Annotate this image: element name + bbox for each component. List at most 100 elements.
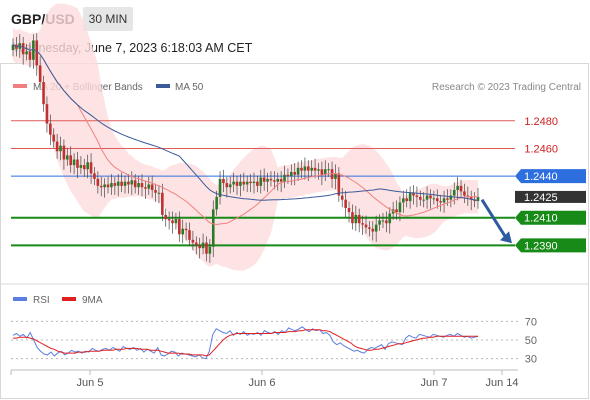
candle-body [211, 209, 215, 247]
level-label-1.2480: 1.2480 [524, 116, 558, 128]
x-tick-label: Jun 5 [77, 377, 104, 389]
current-price-label: 1.2425 [524, 192, 558, 204]
candle-body [66, 155, 69, 160]
candle-body [310, 167, 313, 171]
candle-body [59, 145, 62, 152]
level-label-1.2410: 1.2410 [524, 213, 558, 225]
candle-body [334, 173, 337, 179]
candle-body [79, 165, 83, 168]
candle-body [347, 208, 351, 213]
candle-body [123, 181, 127, 186]
candle-body [429, 195, 432, 199]
candle-body [368, 227, 371, 229]
candle-body [290, 172, 293, 177]
x-axis: Jun 5 Jun 6 Jun 7 Jun 14 [10, 370, 519, 389]
candle-body [38, 65, 42, 82]
candle-body [374, 224, 378, 232]
candle-body [313, 167, 317, 171]
candle-body [11, 44, 15, 51]
candle-body [239, 181, 242, 186]
candle-body [110, 183, 113, 188]
candle-body [402, 198, 405, 203]
candle-body [76, 159, 79, 168]
candle-body [235, 181, 239, 186]
candle-body [463, 191, 466, 196]
rsi-tick-label-30: 30 [525, 354, 537, 366]
candle-body [52, 134, 56, 142]
candle-body [398, 202, 402, 213]
candle-body [371, 228, 375, 232]
candle-body [296, 167, 300, 175]
candle-body [232, 181, 235, 185]
candle-body [388, 213, 392, 224]
candle-body [96, 178, 100, 186]
credit-label: Research © 2023 Trading Central [432, 82, 581, 93]
candle-body [385, 220, 388, 224]
candle-body [215, 196, 218, 210]
candle-body [86, 162, 89, 170]
forecast-arrow-shaft [480, 198, 507, 238]
candle-body [103, 184, 106, 188]
candle-body [164, 214, 168, 220]
candle-body [45, 104, 49, 124]
ma50-line [12, 44, 479, 201]
level-tag-1.2390 [515, 238, 586, 253]
candle-body [446, 198, 449, 200]
rsi-tick-label-70: 70 [525, 316, 537, 328]
candle-body [89, 162, 93, 174]
candle-body [93, 173, 96, 179]
candle-body [323, 169, 327, 175]
price-panel: 1.2480 1.2460 1.2440 1.2410 1.2390 1.2425 [11, 3, 586, 271]
candle-body [344, 199, 347, 208]
candle-body [293, 172, 297, 175]
ma50-legend-label: MA 50 [175, 82, 204, 93]
candle-body [354, 214, 358, 224]
candle-body [225, 183, 229, 188]
candle-body [32, 40, 35, 60]
x-tick-label: Jun 6 [249, 377, 276, 389]
candle-body [425, 195, 429, 200]
candle-body [337, 173, 341, 196]
rsi-legend-swatch [13, 297, 27, 301]
candle-body [357, 214, 361, 224]
candle-body [269, 178, 273, 181]
candle-body [439, 201, 442, 203]
candle-body [218, 178, 222, 197]
ma20-line [12, 44, 479, 226]
rsi-ma-line [13, 329, 478, 357]
x-tick-label: Jun 14 [485, 377, 518, 389]
rsi-ma-legend-label: 9MA [82, 295, 103, 306]
candle-body [442, 198, 446, 203]
candle-body [279, 178, 283, 182]
candle-body [144, 187, 147, 189]
bollinger-band-area [13, 3, 478, 271]
rsi-ma-legend-swatch [62, 297, 76, 301]
timeframe-button[interactable]: 30 MIN [83, 7, 133, 31]
level-label-1.2460: 1.2460 [524, 143, 558, 155]
level-tag-1.2410 [515, 210, 586, 225]
candle-body [21, 43, 25, 55]
candle-body [116, 181, 120, 186]
candle-body [82, 165, 86, 170]
rsi-panel: 70 50 30 [11, 316, 537, 366]
candle-body [351, 212, 354, 224]
candle-body [340, 195, 344, 200]
x-tick-label: Jun 7 [421, 377, 448, 389]
level-label-1.2440: 1.2440 [524, 171, 558, 183]
candle-body [28, 51, 32, 60]
candle-body [25, 51, 28, 55]
candle-body [361, 223, 364, 225]
candle-body [320, 169, 324, 175]
candle-body [276, 178, 280, 182]
candle-body [35, 40, 39, 66]
candle-body [266, 178, 269, 182]
candle-body [327, 169, 330, 171]
candle-body [127, 181, 130, 185]
candle-body [459, 185, 463, 192]
ma20-legend-swatch [13, 84, 27, 88]
candle-body [306, 166, 310, 171]
candle-body [408, 192, 412, 202]
candle-body [181, 228, 185, 235]
candle-body [415, 195, 419, 197]
